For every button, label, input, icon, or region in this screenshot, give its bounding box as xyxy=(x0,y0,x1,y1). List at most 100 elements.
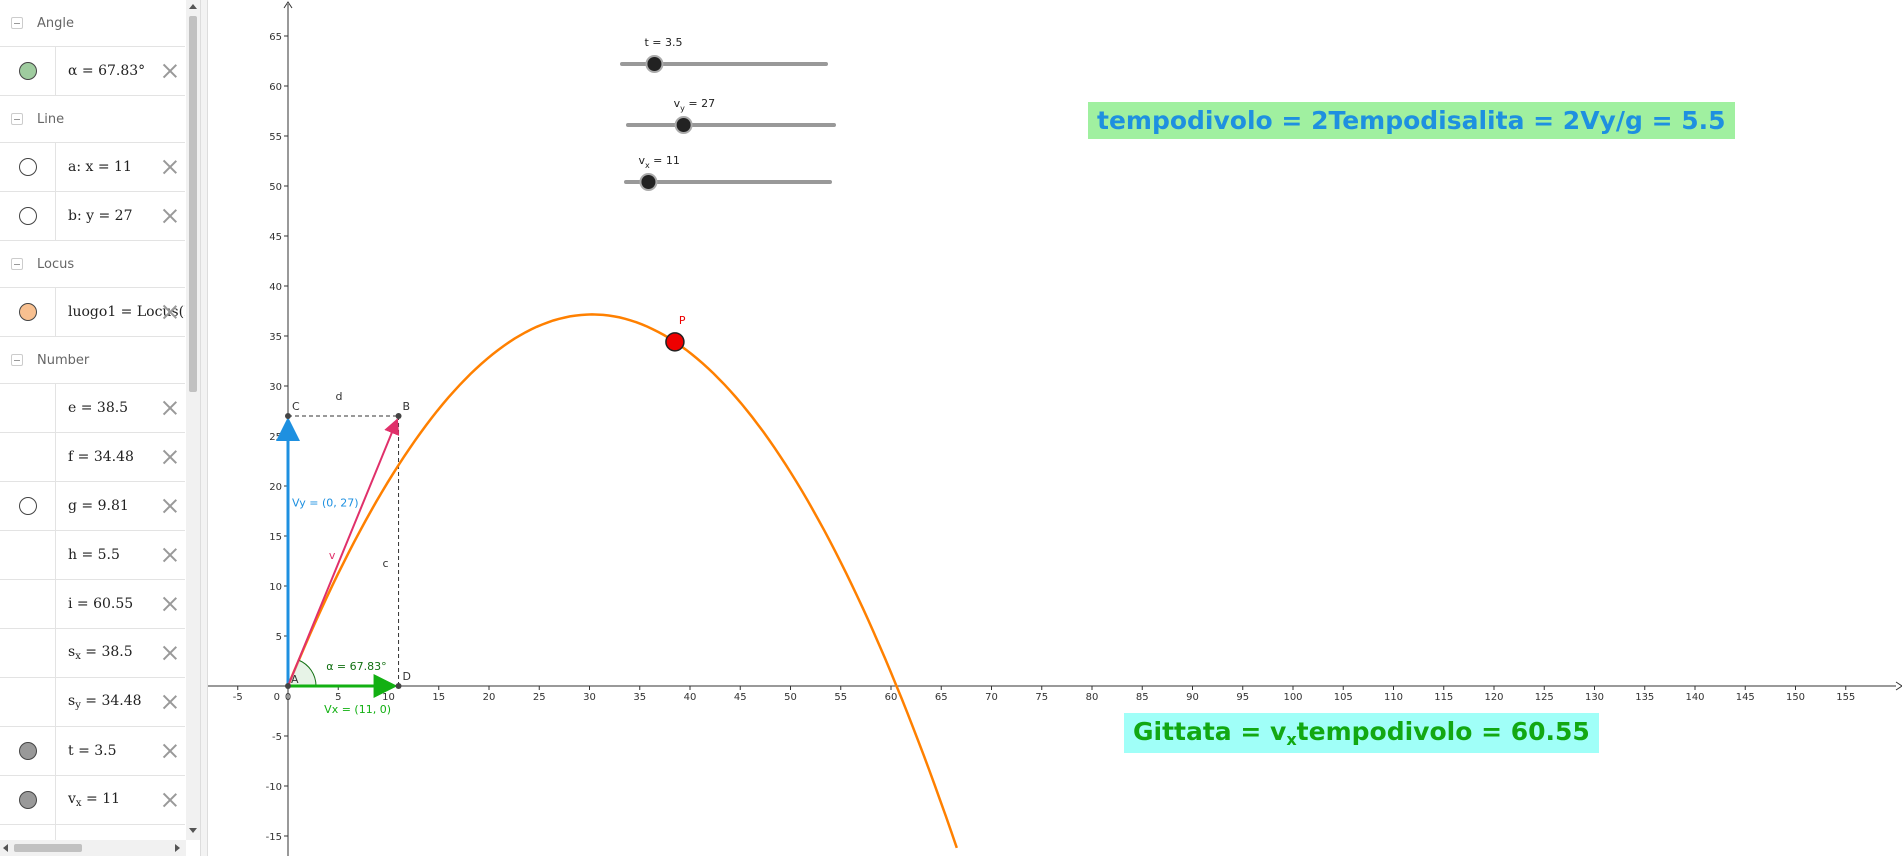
algebra-item[interactable]: t = 3.5 xyxy=(0,727,185,776)
algebra-item[interactable]: f = 34.48 xyxy=(0,433,185,482)
scroll-up-icon[interactable] xyxy=(189,4,197,9)
marble-icon[interactable] xyxy=(18,791,37,809)
range-formula-text-b: tempodivolo = 60.55 xyxy=(1296,717,1590,746)
panel-divider[interactable] xyxy=(200,0,208,856)
delete-icon[interactable] xyxy=(161,303,179,321)
algebra-definition[interactable]: g = 9.81 xyxy=(56,498,185,514)
algebra-item[interactable]: luogo1 = Locus(P, t xyxy=(0,288,185,337)
delete-icon[interactable] xyxy=(161,399,179,417)
algebra-definition[interactable]: α = 67.83° xyxy=(56,63,185,79)
algebra-definition[interactable]: t = 3.5 xyxy=(56,743,185,759)
x-tick-label: 125 xyxy=(1535,692,1554,703)
algebra-item[interactable]: vx = 11 xyxy=(0,776,185,825)
category-header-number[interactable]: Number xyxy=(0,337,185,384)
visibility-toggle[interactable] xyxy=(0,384,56,432)
algebra-definition[interactable]: luogo1 = Locus(P, t xyxy=(56,304,185,320)
category-header-locus[interactable]: Locus xyxy=(0,241,185,288)
delete-icon[interactable] xyxy=(161,497,179,515)
collapse-icon[interactable] xyxy=(11,17,23,29)
range-formula[interactable]: Gittata = vxtempodivolo = 60.55 xyxy=(1124,713,1599,753)
algebra-definition-text: i = 60.55 xyxy=(68,596,134,612)
visibility-toggle[interactable] xyxy=(0,776,56,824)
graphics-canvas[interactable]: -5 0 5 10 15 20 25 30 35 40 45 50 55 60 65 70 75 80 85 90 95… xyxy=(208,0,1902,856)
algebra-definition-text: luogo1 = Locus(P, t xyxy=(68,304,185,320)
algebra-item[interactable]: sx = 38.5 xyxy=(0,629,185,678)
visibility-toggle[interactable] xyxy=(0,678,56,726)
visibility-toggle[interactable] xyxy=(0,143,56,191)
algebra-definition-subscript: x xyxy=(75,651,81,662)
sliders[interactable]: t = 3.5 vy = 27 vx = 11 xyxy=(620,36,836,191)
algebra-definition[interactable]: sy = 34.48 xyxy=(56,693,185,711)
algebra-item[interactable]: a: x = 11 xyxy=(0,143,185,192)
collapse-icon[interactable] xyxy=(11,113,23,125)
x-tick-label: 120 xyxy=(1484,692,1503,703)
visibility-toggle[interactable] xyxy=(0,531,56,579)
slider-t[interactable]: t = 3.5 xyxy=(620,36,828,73)
slider-handle[interactable] xyxy=(645,55,664,73)
vertical-scroll-thumb[interactable] xyxy=(189,16,197,392)
slider-vx[interactable]: vx = 11 xyxy=(624,154,832,191)
label-b: B xyxy=(403,400,411,413)
collapse-icon[interactable] xyxy=(11,354,23,366)
algebra-definition[interactable]: a: x = 11 xyxy=(56,159,185,175)
visibility-toggle[interactable] xyxy=(0,580,56,628)
algebra-definition-rest: = 38.5 xyxy=(80,644,133,660)
category-header-line[interactable]: Line xyxy=(0,96,185,143)
marble-icon[interactable] xyxy=(18,158,37,176)
delete-icon[interactable] xyxy=(161,595,179,613)
marble-icon[interactable] xyxy=(18,303,37,321)
algebra-item[interactable]: b: y = 27 xyxy=(0,192,185,241)
delete-icon[interactable] xyxy=(161,791,179,809)
visibility-toggle[interactable] xyxy=(0,482,56,530)
horizontal-scroll-thumb[interactable] xyxy=(14,844,82,852)
flight-time-formula[interactable]: tempodivolo = 2Tempodisalita = 2Vy/g = 5… xyxy=(1088,102,1735,139)
visibility-toggle[interactable] xyxy=(0,629,56,677)
delete-icon[interactable] xyxy=(161,546,179,564)
algebra-definition[interactable]: b: y = 27 xyxy=(56,208,185,224)
delete-icon[interactable] xyxy=(161,158,179,176)
algebra-item[interactable]: e = 38.5 xyxy=(0,384,185,433)
visibility-toggle[interactable] xyxy=(0,192,56,240)
algebra-definition[interactable]: e = 38.5 xyxy=(56,400,185,416)
delete-icon[interactable] xyxy=(161,693,179,711)
algebra-definition[interactable]: vx = 11 xyxy=(56,791,185,809)
marble-icon[interactable] xyxy=(18,62,37,80)
algebra-item[interactable]: h = 5.5 xyxy=(0,531,185,580)
scroll-left-icon[interactable] xyxy=(3,844,8,852)
algebra-definition[interactable]: h = 5.5 xyxy=(56,547,185,563)
slider-vy[interactable]: vy = 27 xyxy=(626,97,836,134)
category-header-angle[interactable]: Angle xyxy=(0,0,185,47)
x-tick-label: 5 xyxy=(335,692,341,703)
algebra-item[interactable]: α = 67.83° xyxy=(0,47,185,96)
scroll-right-icon[interactable] xyxy=(175,844,180,852)
algebra-definition[interactable]: sx = 38.5 xyxy=(56,644,185,662)
horizontal-scrollbar[interactable] xyxy=(0,840,186,856)
delete-icon[interactable] xyxy=(161,207,179,225)
slider-handle[interactable] xyxy=(674,116,693,134)
scroll-down-icon[interactable] xyxy=(189,828,197,833)
visibility-toggle[interactable] xyxy=(0,47,56,95)
visibility-toggle[interactable] xyxy=(0,727,56,775)
visibility-toggle[interactable] xyxy=(0,433,56,481)
algebra-definition-rest: = 11 xyxy=(81,791,121,807)
graphics-view[interactable]: -5 0 5 10 15 20 25 30 35 40 45 50 55 60 65 70 75 80 85 90 95… xyxy=(208,0,1902,856)
delete-icon[interactable] xyxy=(161,742,179,760)
collapse-icon[interactable] xyxy=(11,258,23,270)
x-tick-label: 0 xyxy=(285,692,291,703)
marble-icon[interactable] xyxy=(18,497,37,515)
delete-icon[interactable] xyxy=(161,644,179,662)
marble-icon[interactable] xyxy=(18,742,37,760)
algebra-definition[interactable]: f = 34.48 xyxy=(56,449,185,465)
algebra-item[interactable]: sy = 34.48 xyxy=(0,678,185,727)
label-segment-d: d xyxy=(336,390,343,403)
slider-handle[interactable] xyxy=(639,173,658,191)
algebra-item[interactable]: g = 9.81 xyxy=(0,482,185,531)
algebra-item[interactable]: i = 60.55 xyxy=(0,580,185,629)
visibility-toggle[interactable] xyxy=(0,288,56,336)
vertical-scrollbar[interactable] xyxy=(186,0,200,840)
delete-icon[interactable] xyxy=(161,62,179,80)
marble-icon[interactable] xyxy=(18,207,37,225)
algebra-definition-rest: = 34.48 xyxy=(80,693,142,709)
delete-icon[interactable] xyxy=(161,448,179,466)
algebra-definition[interactable]: i = 60.55 xyxy=(56,596,185,612)
